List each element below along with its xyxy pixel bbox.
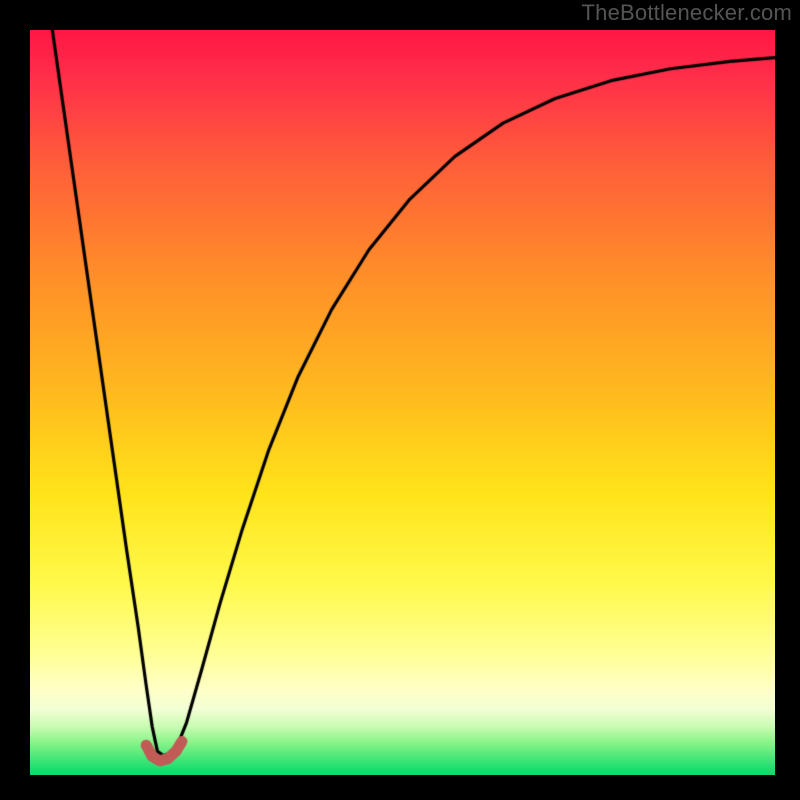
plot-frame (30, 30, 775, 775)
plot-canvas (30, 30, 775, 775)
chart-stage: TheBottlenecker.com (0, 0, 800, 800)
watermark-text: TheBottlenecker.com (582, 0, 792, 26)
